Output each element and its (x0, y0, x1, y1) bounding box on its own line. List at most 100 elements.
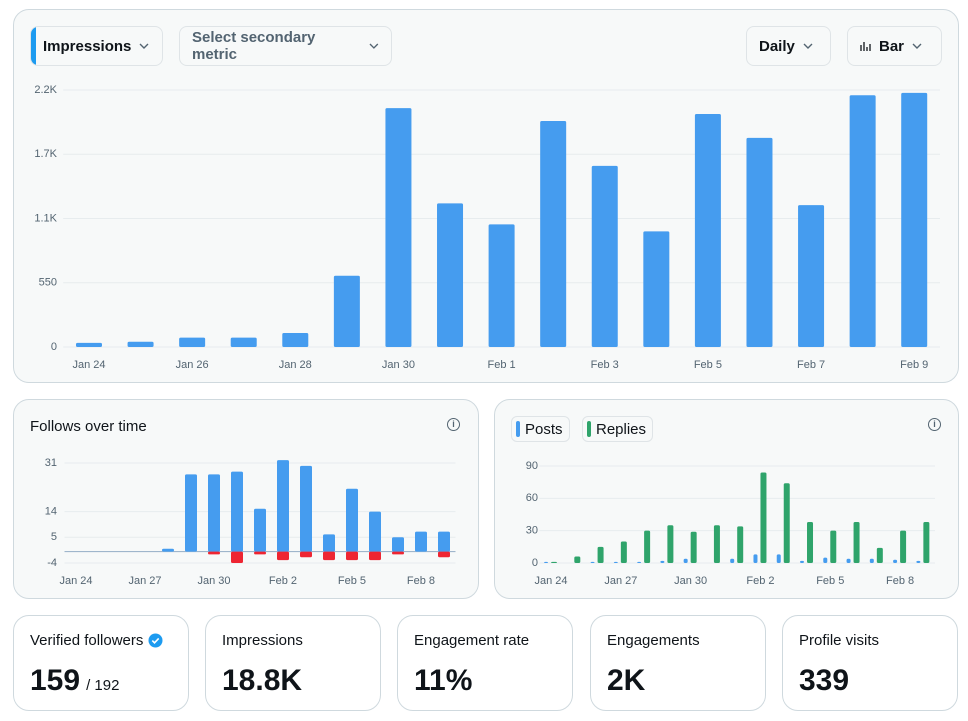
posts-panel (494, 399, 959, 599)
bar (876, 547, 883, 563)
bar (713, 525, 720, 563)
legend-label: Posts (525, 420, 563, 438)
bar (783, 483, 790, 563)
bar (346, 488, 358, 552)
stat-card: Profile visits 339 (782, 615, 958, 711)
bar (660, 560, 665, 563)
bar (737, 526, 744, 563)
bar (893, 559, 898, 563)
bar (683, 558, 688, 563)
chevron (803, 43, 813, 49)
bar (823, 557, 828, 563)
x-tick-label: Feb 7 (797, 359, 825, 371)
bar (127, 341, 154, 347)
stat-card: Verified followers 159 / 192 (13, 615, 189, 711)
stat-value: 11% (414, 664, 473, 697)
bar (901, 92, 928, 347)
stat-value: 18.8K (222, 664, 303, 697)
x-tick-label: Jan 28 (279, 359, 312, 371)
y-tick-label: 31 (45, 457, 57, 469)
x-tick-label: Feb 1 (488, 359, 516, 371)
y-tick-label: 2.2K (34, 84, 57, 96)
interval-label: Daily (759, 37, 795, 55)
x-tick-label: Feb 5 (338, 575, 366, 587)
primary-metric-dropdown[interactable]: Impressions (30, 26, 163, 66)
x-tick-label: Feb 5 (816, 575, 844, 587)
bar (254, 551, 266, 555)
bar (544, 561, 549, 563)
follows-panel (13, 399, 479, 599)
info-icon[interactable]: i (928, 418, 941, 431)
stat-card: Engagement rate 11% (397, 615, 573, 711)
bar (798, 205, 825, 347)
bar (760, 472, 767, 563)
stat-value: 339 (799, 664, 850, 697)
bar (591, 165, 618, 347)
bar (277, 551, 289, 561)
bar (323, 534, 335, 552)
chevron (369, 43, 379, 49)
bar (597, 546, 604, 563)
info-icon[interactable]: i (447, 418, 460, 431)
chevron (139, 43, 149, 49)
chart-type-dropdown[interactable]: Bar (847, 26, 942, 66)
x-tick-label: Jan 24 (72, 359, 105, 371)
bar-icon (860, 41, 871, 51)
x-tick-label: Jan 30 (674, 575, 707, 587)
stat-label: Engagement rate (414, 632, 530, 649)
bar (574, 556, 581, 563)
x-tick-label: Jan 30 (197, 575, 230, 587)
bar (369, 551, 381, 561)
bar (620, 541, 627, 563)
stat-label: Profile visits (799, 632, 880, 649)
legend-label: Replies (596, 420, 647, 438)
y-tick-label: 550 (39, 277, 57, 289)
bar (162, 548, 174, 552)
x-tick-label: Jan 24 (59, 575, 92, 587)
bar (849, 95, 876, 347)
bar (551, 561, 558, 563)
x-tick-label: Jan 26 (176, 359, 209, 371)
bar (644, 530, 651, 563)
primary-metric-label: Impressions (43, 37, 132, 55)
bar (488, 224, 515, 347)
bar (438, 551, 450, 558)
y-tick-label: -4 (47, 557, 57, 569)
stat-card: Engagements 2K (590, 615, 766, 711)
stat-value: 159 (30, 664, 81, 697)
y-tick-label: 0 (532, 557, 538, 569)
chart-title: Follows over time (30, 418, 147, 435)
bar (800, 560, 805, 563)
bar (300, 551, 312, 558)
x-tick-label: Jan 27 (604, 575, 637, 587)
x-tick-label: Feb 9 (900, 359, 928, 371)
chevron (912, 43, 922, 49)
bar (690, 531, 697, 563)
stat-label: Verified followers (30, 632, 144, 649)
legend-item[interactable]: Posts (511, 416, 570, 442)
interval-dropdown[interactable]: Daily (746, 26, 831, 66)
bar (900, 530, 907, 563)
bar (185, 474, 197, 552)
x-tick-label: Feb 3 (591, 359, 619, 371)
y-tick-label: 30 (526, 525, 538, 537)
bar (346, 551, 358, 561)
bar (208, 474, 220, 552)
x-tick-label: Feb 2 (269, 575, 297, 587)
bar (231, 471, 243, 552)
legend-item[interactable]: Replies (582, 416, 654, 442)
bar (282, 332, 309, 347)
bar (300, 465, 312, 552)
secondary-metric-dropdown[interactable]: Select secondary metric (179, 26, 392, 66)
bar (540, 120, 567, 347)
bar (637, 561, 642, 563)
bar (846, 558, 851, 563)
x-tick-label: Jan 27 (128, 575, 161, 587)
stat-card: Impressions 18.8K (205, 615, 381, 711)
x-tick-label: Feb 5 (694, 359, 722, 371)
stat-total: / 192 (86, 677, 120, 694)
x-tick-label: Feb 2 (746, 575, 774, 587)
metric-color-bar (31, 27, 36, 65)
